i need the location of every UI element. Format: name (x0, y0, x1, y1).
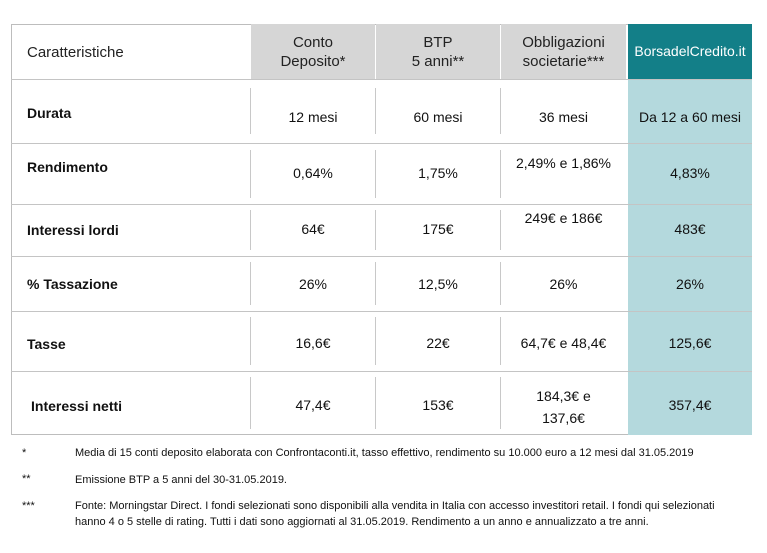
cell-line: 184,3€ e (536, 388, 591, 404)
table-cell: 125,6€ (668, 335, 712, 351)
table-cell: Da 12 a 60 mesi (639, 109, 741, 125)
column-divider (250, 210, 251, 250)
table-cell: 16,6€ (295, 335, 331, 351)
column-divider (375, 317, 376, 365)
footnote-text: Fonte: Morningstar Direct. I fondi selez… (75, 500, 715, 528)
row-divider (11, 143, 752, 144)
row-label-rendimento: Rendimento (27, 159, 108, 175)
table-cell: 153€ (422, 397, 454, 413)
table-cell: 4,83% (670, 165, 710, 181)
column-divider (500, 377, 501, 429)
table-cell: 2,49% e 1,86% (516, 155, 611, 171)
table-cell: 60 mesi (413, 109, 463, 125)
row-label-tassazione: % Tassazione (27, 276, 118, 292)
row-label-durata: Durata (27, 105, 72, 121)
column-divider (500, 210, 501, 250)
table-cell: 12 mesi (288, 109, 338, 125)
column-header-line: Deposito* (280, 52, 346, 70)
table-cell: 357,4€ (668, 397, 712, 413)
column-divider (375, 150, 376, 198)
table-cell: 64€ (301, 221, 325, 237)
column-divider (500, 317, 501, 365)
row-divider (11, 204, 752, 205)
table-cell: 22€ (426, 335, 450, 351)
column-header-line: BTP (423, 33, 453, 51)
table-cell: 26% (549, 276, 578, 292)
column-divider (375, 88, 376, 134)
footnote-text: Emissione BTP a 5 anni del 30-31.05.2019… (75, 474, 287, 486)
cell-line: 137,6€ (542, 410, 585, 426)
footnote-mark: ** (22, 473, 31, 485)
table-cell: 64,7€ e 48,4€ (520, 335, 607, 351)
column-header-line: societarie*** (522, 52, 605, 70)
column-header-line: Conto (292, 33, 333, 51)
table-cell: 12,5% (418, 276, 458, 292)
footnote-text: Media di 15 conti deposito elaborata con… (75, 447, 694, 459)
row-label-interessi-lordi: Interessi lordi (27, 222, 119, 238)
column-header-conto-deposito: Conto Deposito* (251, 24, 375, 79)
footnote-mark: * (22, 447, 27, 459)
table-cell: 249€ e 186€ (524, 210, 603, 226)
brand-column-highlight (628, 79, 752, 435)
table-cell: 1,75% (418, 165, 458, 181)
column-divider (250, 88, 251, 134)
column-header-line: 5 anni** (411, 52, 465, 70)
column-divider (500, 262, 501, 305)
table-cell: 0,64% (293, 165, 333, 181)
table-cell: 26% (675, 276, 705, 292)
column-header-obbligazioni: Obbligazioni societarie*** (501, 24, 626, 79)
column-divider (375, 210, 376, 250)
column-header-line: BorsadelCredito.it (634, 43, 746, 59)
column-header-btp: BTP 5 anni** (376, 24, 500, 79)
column-header-borsadelcredito: BorsadelCredito.it (628, 24, 752, 79)
column-divider (250, 377, 251, 429)
row-divider (11, 256, 752, 257)
table-cell: 47,4€ (295, 397, 331, 413)
table-cell: 184,3€ e 137,6€ (501, 385, 626, 429)
footnote-mark: *** (22, 500, 35, 512)
row-divider (11, 79, 752, 80)
row-divider (11, 311, 752, 312)
column-header-line: Obbligazioni (522, 33, 605, 51)
column-divider (250, 150, 251, 198)
column-divider (375, 262, 376, 305)
column-divider (250, 262, 251, 305)
row-label-tasse: Tasse (27, 336, 66, 352)
table-cell: 175€ (422, 221, 454, 237)
header-label: Caratteristiche (27, 44, 124, 61)
table-cell: 26% (298, 276, 328, 292)
column-divider (375, 377, 376, 429)
table-cell: 483€ (674, 221, 706, 237)
column-divider (500, 88, 501, 134)
row-label-interessi-netti: Interessi netti (31, 398, 123, 414)
table-cell: 36 mesi (538, 109, 589, 125)
row-divider (11, 371, 752, 372)
column-divider (250, 317, 251, 365)
column-divider (500, 150, 501, 198)
